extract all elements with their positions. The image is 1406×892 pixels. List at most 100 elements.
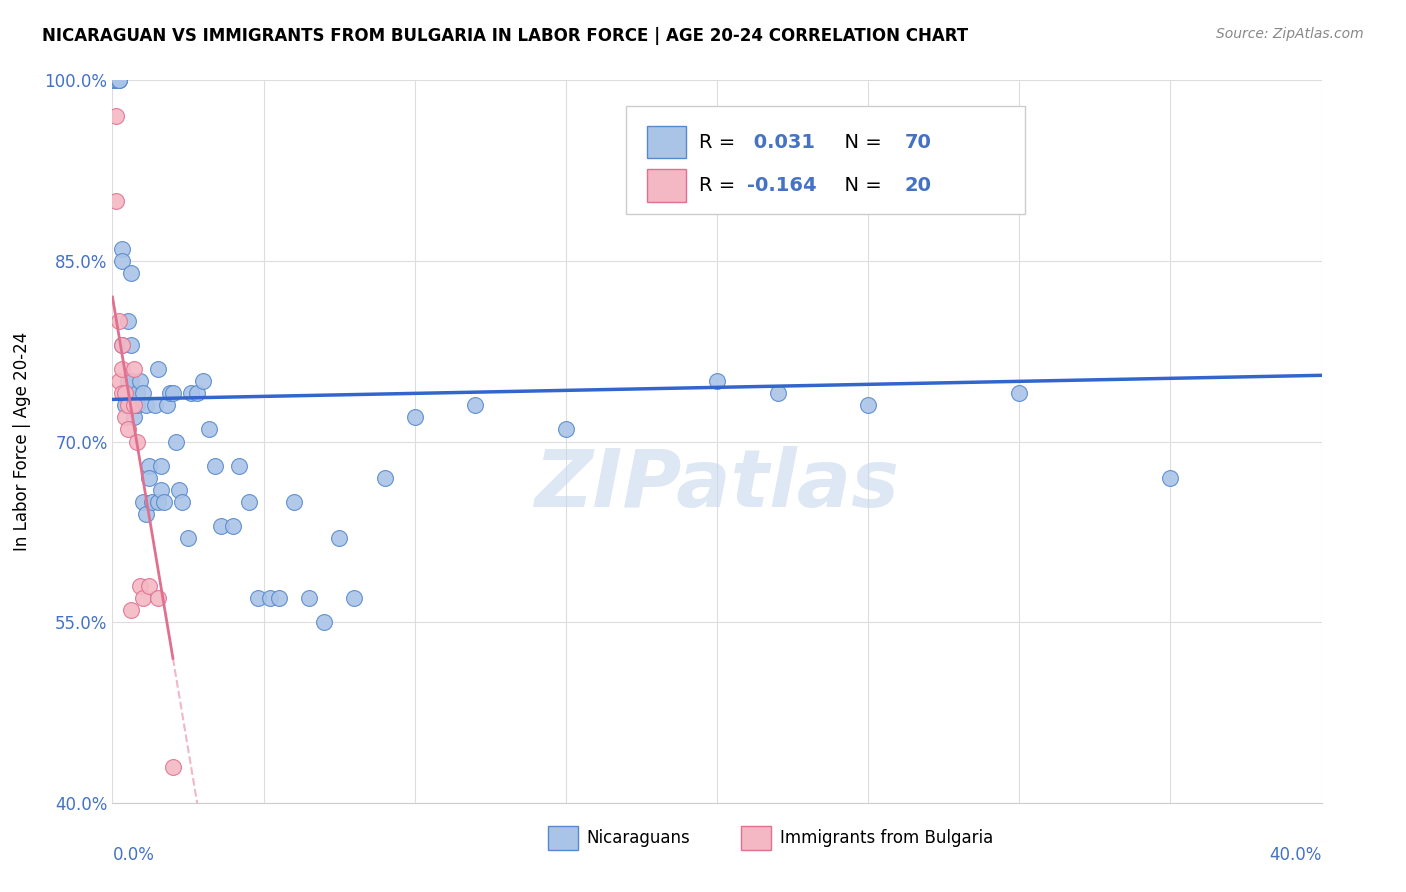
Point: [328, 531, 350, 545]
Point: [238, 494, 260, 508]
Point: [343, 591, 366, 606]
Point: [204, 458, 226, 473]
Point: [149, 483, 172, 497]
Point: [1008, 386, 1031, 401]
Point: [104, 73, 127, 87]
Point: [132, 494, 155, 508]
Text: Immigrants from Bulgaria: Immigrants from Bulgaria: [780, 830, 993, 847]
Point: [122, 362, 145, 376]
Point: [114, 410, 136, 425]
Point: [222, 518, 245, 533]
Point: [298, 591, 321, 606]
Text: ZIPatlas: ZIPatlas: [534, 446, 900, 524]
Point: [110, 362, 132, 376]
Bar: [647, 169, 686, 202]
Point: [120, 266, 142, 280]
Point: [117, 386, 139, 401]
Point: [122, 398, 145, 412]
Point: [120, 603, 142, 617]
Point: [162, 759, 184, 773]
Point: [156, 398, 179, 412]
Point: [146, 494, 169, 508]
Point: [110, 386, 132, 401]
Point: [107, 73, 129, 87]
Text: N =: N =: [832, 133, 889, 152]
Point: [180, 386, 202, 401]
Point: [153, 494, 176, 508]
Point: [138, 579, 160, 593]
Point: [165, 434, 187, 449]
Text: -0.164: -0.164: [748, 176, 817, 195]
Point: [125, 398, 148, 412]
Text: Nicaraguans: Nicaraguans: [586, 830, 690, 847]
Point: [135, 398, 157, 412]
Point: [120, 374, 142, 388]
Point: [101, 73, 124, 87]
Point: [138, 470, 160, 484]
Point: [114, 386, 136, 401]
Text: 0.0%: 0.0%: [112, 847, 155, 864]
Point: [267, 591, 290, 606]
Text: 40.0%: 40.0%: [1270, 847, 1322, 864]
Point: [404, 410, 426, 425]
Point: [104, 194, 127, 208]
Point: [706, 374, 728, 388]
Point: [146, 362, 169, 376]
Text: 20: 20: [904, 176, 932, 195]
Point: [128, 579, 150, 593]
Text: 70: 70: [904, 133, 931, 152]
Point: [122, 398, 145, 412]
Point: [104, 73, 127, 87]
Point: [283, 494, 305, 508]
Point: [464, 398, 486, 412]
Point: [104, 73, 127, 87]
Text: NICARAGUAN VS IMMIGRANTS FROM BULGARIA IN LABOR FORCE | AGE 20-24 CORRELATION CH: NICARAGUAN VS IMMIGRANTS FROM BULGARIA I…: [42, 27, 969, 45]
Y-axis label: In Labor Force | Age 20-24: In Labor Force | Age 20-24: [13, 332, 31, 551]
Point: [159, 386, 181, 401]
Point: [198, 422, 221, 436]
Point: [554, 422, 576, 436]
Text: R =: R =: [699, 176, 741, 195]
Point: [191, 374, 214, 388]
Point: [170, 494, 193, 508]
Point: [114, 398, 136, 412]
Point: [117, 398, 139, 412]
Point: [766, 386, 789, 401]
Point: [107, 73, 129, 87]
Point: [107, 314, 129, 328]
Point: [186, 386, 208, 401]
Point: [374, 470, 396, 484]
Text: N =: N =: [832, 176, 889, 195]
Point: [135, 507, 157, 521]
Point: [125, 386, 148, 401]
Point: [104, 109, 127, 123]
Point: [314, 615, 336, 630]
Point: [117, 314, 139, 328]
Point: [149, 458, 172, 473]
Point: [128, 374, 150, 388]
Point: [110, 338, 132, 352]
Point: [117, 374, 139, 388]
Point: [107, 374, 129, 388]
Point: [209, 518, 232, 533]
Point: [138, 458, 160, 473]
Point: [122, 410, 145, 425]
Point: [246, 591, 269, 606]
Point: [132, 386, 155, 401]
Point: [114, 386, 136, 401]
Text: R =: R =: [699, 133, 741, 152]
Point: [162, 386, 184, 401]
Point: [167, 483, 190, 497]
Point: [117, 422, 139, 436]
Point: [125, 434, 148, 449]
Point: [107, 73, 129, 87]
Bar: [741, 826, 772, 850]
Text: Source: ZipAtlas.com: Source: ZipAtlas.com: [1216, 27, 1364, 41]
Point: [143, 398, 166, 412]
Point: [177, 531, 200, 545]
Point: [228, 458, 250, 473]
Bar: [647, 126, 686, 158]
Point: [120, 338, 142, 352]
FancyBboxPatch shape: [626, 105, 1025, 214]
Bar: [548, 826, 578, 850]
